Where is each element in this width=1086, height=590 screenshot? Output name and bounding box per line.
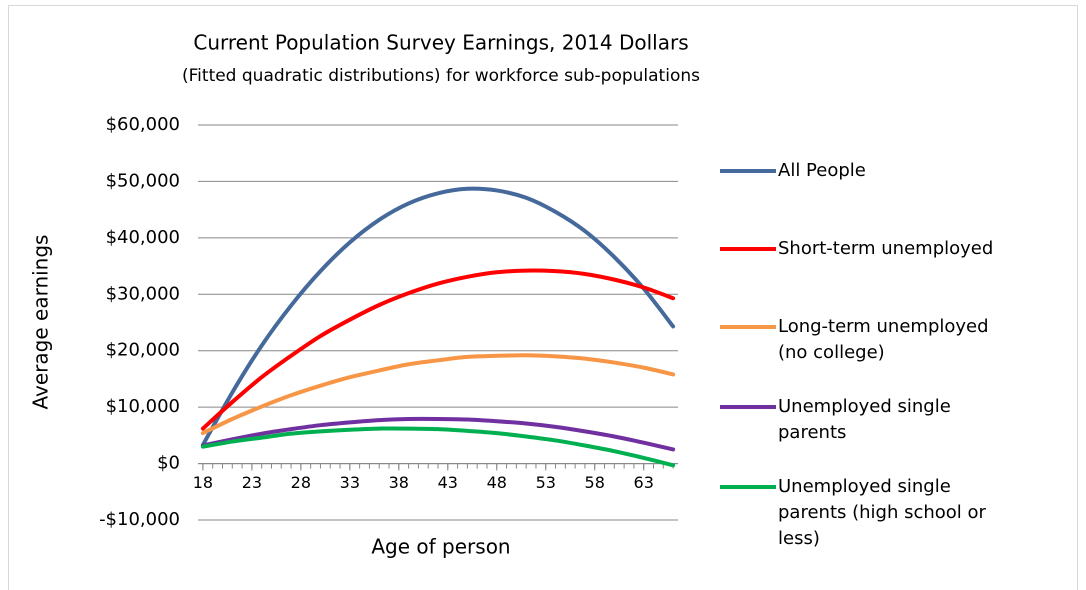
legend-item: Unemployed single parents (high school o… [720, 474, 1010, 552]
x-tick-label: 33 [340, 473, 360, 492]
legend-item: Long-term unemployed (no college) [720, 314, 1010, 366]
x-tick-label: 53 [536, 473, 556, 492]
series-line [200, 353, 676, 436]
series-line [200, 426, 676, 468]
legend-label: Unemployed single parents [778, 396, 951, 443]
legend-label: All People [778, 160, 866, 181]
y-tick-label: -$10,000 [99, 509, 180, 530]
y-tick-label: $10,000 [106, 396, 180, 417]
y-tick-label: $20,000 [106, 340, 180, 361]
legend-swatch [720, 169, 776, 173]
y-tick-label: $60,000 [106, 114, 180, 135]
legend-swatch [720, 485, 776, 489]
legend-label: Short-term unemployed [778, 238, 994, 259]
series-line [200, 186, 676, 447]
y-tick-label: $50,000 [106, 170, 180, 191]
x-axis-title: Age of person [371, 535, 510, 559]
series-line [200, 416, 676, 452]
x-tick-label: 58 [585, 473, 605, 492]
series-line [200, 268, 676, 431]
y-axis-title: Average earnings [29, 235, 53, 410]
y-tick-label: $0 [157, 453, 180, 474]
x-tick-label: 23 [242, 473, 262, 492]
legend-item: All People [720, 158, 1010, 184]
y-tick-label: $40,000 [106, 227, 180, 248]
x-tick-label: 43 [438, 473, 458, 492]
x-tick-label: 28 [291, 473, 311, 492]
legend-swatch [720, 325, 776, 329]
x-tick-label: 38 [389, 473, 409, 492]
chart-frame [8, 5, 1078, 590]
x-tick-label: 48 [487, 473, 507, 492]
y-tick-label: $30,000 [106, 283, 180, 304]
legend-swatch [720, 405, 776, 409]
legend-item: Short-term unemployed [720, 236, 1010, 262]
legend-label: Long-term unemployed (no college) [778, 316, 989, 363]
legend-swatch [720, 247, 776, 251]
legend-item: Unemployed single parents [720, 394, 1010, 446]
x-tick-label: 18 [193, 473, 213, 492]
chart-subtitle: (Fitted quadratic distributions) for wor… [182, 66, 700, 86]
legend-label: Unemployed single parents (high school o… [778, 476, 986, 549]
chart-title: Current Population Survey Earnings, 2014… [193, 31, 688, 55]
x-tick-label: 63 [634, 473, 654, 492]
